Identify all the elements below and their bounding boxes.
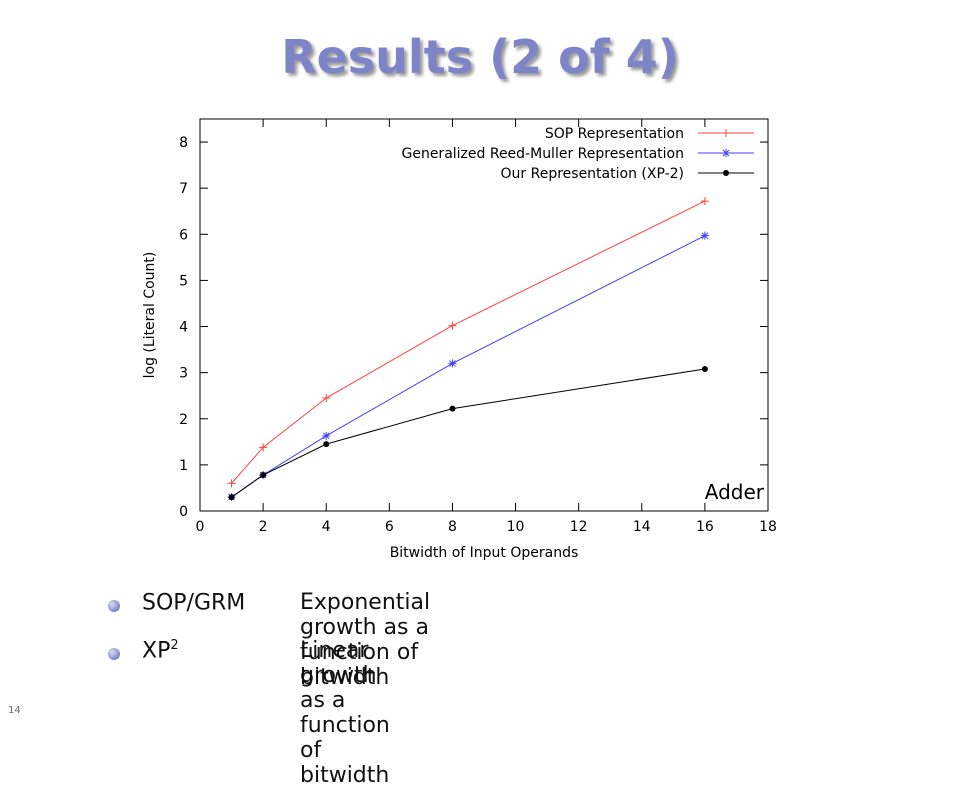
bullet-dot-icon <box>108 600 120 612</box>
y-axis-label: log (Literal Count) <box>142 252 158 379</box>
y-tick-label: 1 <box>179 458 188 474</box>
data-point <box>722 129 730 137</box>
data-point <box>448 359 457 368</box>
data-point <box>449 405 456 412</box>
x-tick-label: 2 <box>259 519 268 535</box>
data-point <box>701 365 708 372</box>
y-tick-label: 3 <box>179 366 188 382</box>
bullet-description: Linear growth as a function of bitwidth <box>300 638 390 788</box>
data-point <box>259 443 268 452</box>
data-point <box>700 197 709 206</box>
series-line <box>231 200 706 484</box>
chart-annotation: Adder <box>705 480 765 504</box>
data-point <box>260 472 267 479</box>
y-tick-label: 0 <box>179 504 188 520</box>
y-tick-label: 6 <box>179 227 188 243</box>
data-point <box>448 321 457 330</box>
series-line <box>231 235 706 498</box>
data-point <box>322 431 331 440</box>
y-tick-label: 5 <box>179 273 188 289</box>
plot-frame <box>199 118 769 512</box>
bullet-description: Exponential growth as a function of bitw… <box>300 590 431 690</box>
x-tick-label: 14 <box>633 519 651 535</box>
legend-label: SOP Representation <box>545 126 684 142</box>
x-tick-label: 16 <box>696 519 714 535</box>
data-point <box>323 441 330 448</box>
x-tick-label: 0 <box>196 519 205 535</box>
series-line <box>231 368 705 498</box>
x-tick-label: 8 <box>448 519 457 535</box>
data-point <box>322 394 331 403</box>
data-point <box>723 170 729 176</box>
x-tick-label: 4 <box>322 519 331 535</box>
data-point <box>227 479 236 488</box>
data-point <box>228 494 235 501</box>
legend-label: Generalized Reed-Muller Representation <box>401 146 684 162</box>
legend-label: Our Representation (XP-2) <box>501 166 684 182</box>
x-axis-label: Bitwidth of Input Operands <box>390 545 579 561</box>
x-tick-label: 18 <box>759 519 777 535</box>
bullet-term: XP2 <box>142 638 179 664</box>
x-tick-label: 10 <box>507 519 525 535</box>
x-tick-label: 6 <box>385 519 394 535</box>
slide-number: 14 <box>8 705 21 716</box>
y-tick-label: 7 <box>179 181 188 197</box>
slide-title: Results (2 of 4) <box>281 30 679 84</box>
bullet-term: SOP/GRM <box>142 590 246 616</box>
x-axis: 0 2 4 6 8 10 12 14 16 18 <box>196 119 777 535</box>
y-tick-label: 8 <box>179 135 188 151</box>
series-layer <box>227 197 709 502</box>
data-point <box>700 231 709 240</box>
x-tick-label: 12 <box>570 519 588 535</box>
bullet-dot-icon <box>108 648 120 660</box>
y-tick-label: 2 <box>179 412 188 428</box>
y-axis: 0 1 2 3 4 5 6 7 8 <box>179 135 768 520</box>
y-tick-label: 4 <box>179 320 188 336</box>
legend: SOP Representation Generalized Reed-Mulle… <box>401 126 754 182</box>
data-point <box>722 149 730 157</box>
